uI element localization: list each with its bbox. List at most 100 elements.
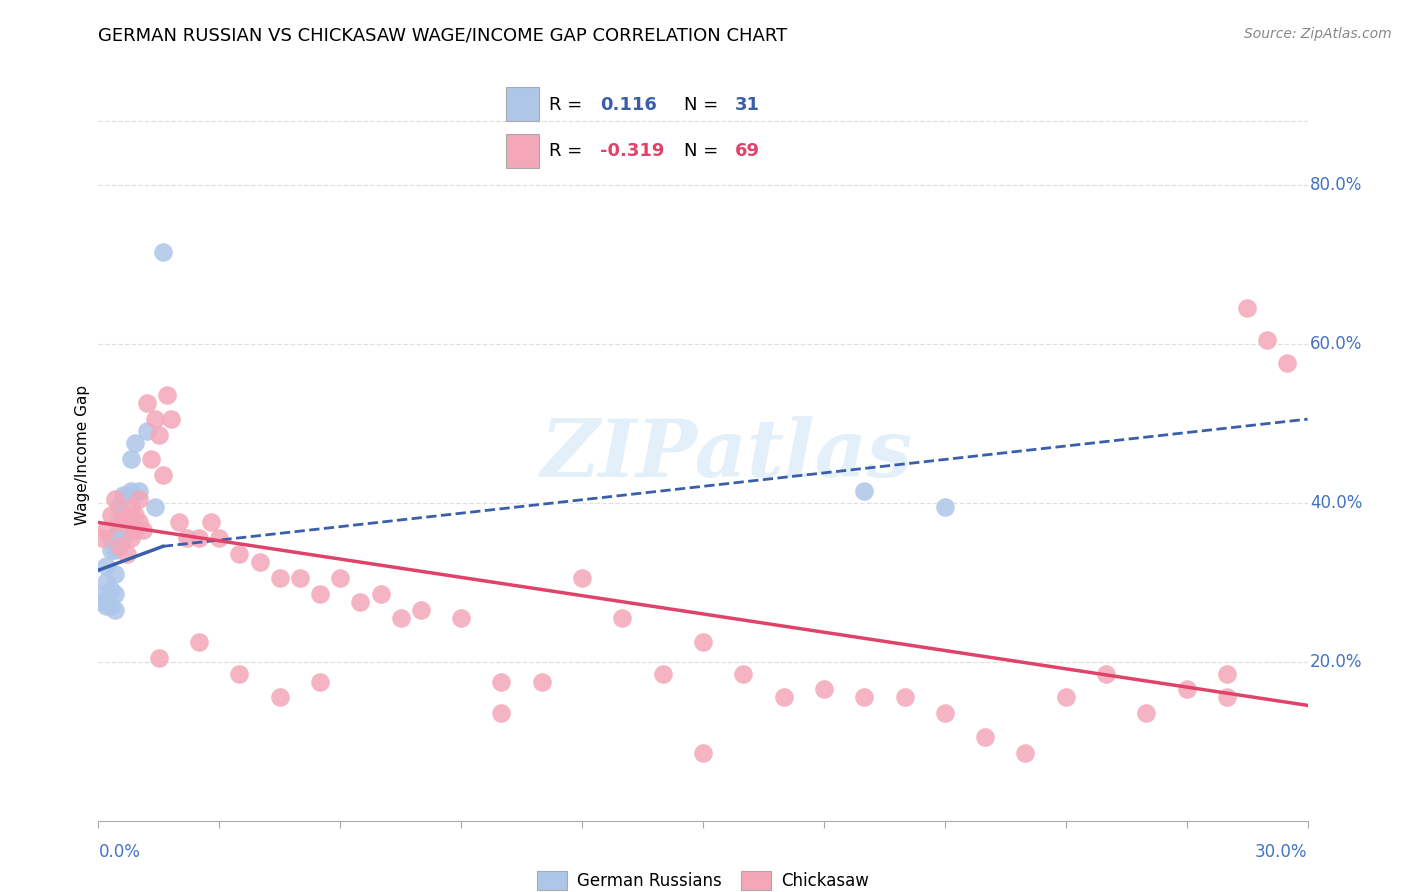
Point: [103, 587, 125, 601]
Point: [143, 412, 166, 426]
Point: [100, 532, 122, 546]
Point: [692, 634, 714, 648]
Point: [208, 532, 231, 546]
Point: [148, 428, 170, 442]
Point: [974, 730, 997, 744]
Point: [813, 682, 835, 697]
Point: [491, 706, 513, 721]
Point: [156, 388, 179, 402]
Point: [132, 524, 155, 538]
Point: [1236, 301, 1258, 315]
Point: [530, 674, 553, 689]
Point: [124, 524, 146, 538]
Point: [733, 666, 755, 681]
Point: [111, 532, 134, 546]
Point: [91, 532, 114, 546]
Text: GERMAN RUSSIAN VS CHICKASAW WAGE/INCOME GAP CORRELATION CHART: GERMAN RUSSIAN VS CHICKASAW WAGE/INCOME …: [98, 27, 787, 45]
Point: [120, 500, 142, 514]
Point: [111, 488, 134, 502]
Point: [107, 539, 129, 553]
Point: [91, 587, 114, 601]
Point: [120, 483, 142, 498]
Point: [135, 396, 157, 410]
Point: [96, 599, 118, 613]
Point: [128, 491, 150, 506]
Point: [188, 634, 211, 648]
Point: [491, 674, 513, 689]
Point: [249, 555, 271, 569]
Point: [934, 500, 956, 514]
Point: [135, 424, 157, 438]
Point: [288, 571, 311, 585]
Point: [228, 547, 250, 561]
Point: [370, 587, 392, 601]
FancyBboxPatch shape: [506, 87, 540, 121]
Point: [111, 508, 134, 522]
Point: [152, 467, 174, 482]
Point: [128, 483, 150, 498]
Point: [934, 706, 956, 721]
FancyBboxPatch shape: [506, 135, 540, 168]
Text: 80.0%: 80.0%: [1310, 176, 1362, 194]
Point: [115, 547, 138, 561]
Text: N =: N =: [685, 142, 718, 161]
Point: [188, 532, 211, 546]
Point: [103, 532, 125, 546]
Point: [1216, 690, 1239, 705]
Point: [96, 559, 118, 574]
Text: -0.319: -0.319: [600, 142, 665, 161]
Point: [772, 690, 794, 705]
Point: [152, 245, 174, 260]
Point: [167, 516, 190, 530]
Text: 0.0%: 0.0%: [98, 843, 141, 861]
Point: [128, 516, 150, 530]
Text: 40.0%: 40.0%: [1310, 493, 1362, 512]
Point: [1014, 746, 1036, 760]
Point: [450, 611, 472, 625]
Point: [309, 674, 332, 689]
Point: [349, 595, 371, 609]
Point: [120, 451, 142, 466]
Point: [651, 666, 673, 681]
Point: [329, 571, 352, 585]
Text: 31: 31: [735, 95, 761, 113]
Point: [91, 595, 114, 609]
Point: [228, 666, 250, 681]
Point: [107, 516, 129, 530]
Point: [200, 516, 222, 530]
Text: R =: R =: [550, 142, 582, 161]
Point: [389, 611, 412, 625]
Point: [148, 650, 170, 665]
Point: [309, 587, 332, 601]
Point: [571, 571, 593, 585]
Point: [115, 508, 138, 522]
Legend: German Russians, Chickasaw: German Russians, Chickasaw: [530, 863, 876, 892]
Point: [115, 488, 138, 502]
Point: [120, 532, 142, 546]
Text: 60.0%: 60.0%: [1310, 334, 1362, 352]
Text: R =: R =: [550, 95, 582, 113]
Point: [139, 451, 162, 466]
Text: 20.0%: 20.0%: [1310, 653, 1362, 671]
Text: 0.116: 0.116: [600, 95, 657, 113]
Text: 69: 69: [735, 142, 761, 161]
Point: [115, 508, 138, 522]
Point: [100, 508, 122, 522]
Point: [107, 500, 129, 514]
Point: [269, 690, 291, 705]
Point: [103, 567, 125, 582]
Point: [1095, 666, 1118, 681]
Point: [1135, 706, 1157, 721]
Text: Source: ZipAtlas.com: Source: ZipAtlas.com: [1244, 27, 1392, 41]
Text: N =: N =: [685, 95, 718, 113]
Point: [124, 508, 146, 522]
Point: [143, 500, 166, 514]
Point: [612, 611, 634, 625]
Point: [107, 524, 129, 538]
Text: ZIPatlas: ZIPatlas: [541, 417, 914, 493]
Point: [100, 543, 122, 558]
Point: [692, 746, 714, 760]
Point: [103, 491, 125, 506]
Text: 30.0%: 30.0%: [1256, 843, 1308, 861]
Point: [96, 575, 118, 590]
